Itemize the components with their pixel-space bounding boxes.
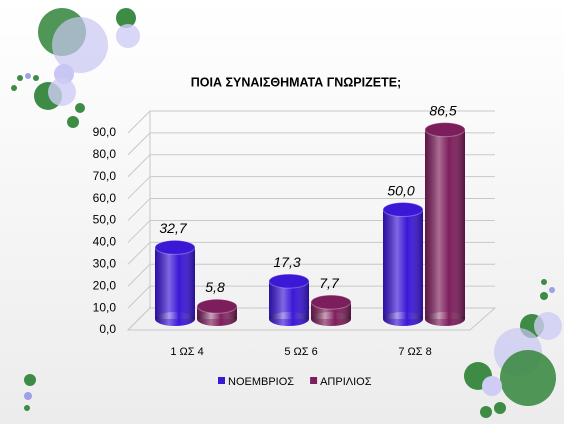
bar-bottom-shade xyxy=(425,312,465,326)
legend-label: ΑΠΡΙΛΙΟΣ xyxy=(320,376,372,388)
bar-top xyxy=(197,299,237,313)
y-tick-label: 30,0 xyxy=(93,257,117,271)
bar-bottom-shade xyxy=(383,312,423,326)
y-tick-label: 50,0 xyxy=(93,213,117,227)
bar xyxy=(311,295,351,326)
y-tick-label: 40,0 xyxy=(93,235,117,249)
value-label: 50,0 xyxy=(387,182,414,198)
chart-title: ΠΟΙΑ ΣΥΝΑΙΣΘΗΜΑΤΑ ΓΝΩΡΙΖΕΤΕ; xyxy=(191,75,401,89)
bar-bottom-shade xyxy=(311,312,351,326)
value-label: 86,5 xyxy=(429,102,456,118)
value-label: 5,8 xyxy=(205,279,225,295)
bar xyxy=(269,274,309,326)
bar-shade xyxy=(383,210,423,319)
legend-swatch xyxy=(218,377,225,384)
y-tick-label: 20,0 xyxy=(93,278,117,292)
chart: ΠΟΙΑ ΣΥΝΑΙΣΘΗΜΑΤΑ ΓΝΩΡΙΖΕΤΕ; 0,0 10,0 20,0… xyxy=(0,0,564,424)
legend-swatch xyxy=(310,377,317,384)
bar-shade xyxy=(155,247,195,319)
y-tick-label: 0,0 xyxy=(99,322,116,336)
x-tick-label: 5 ΩΣ 6 xyxy=(284,346,317,358)
bar-bottom-shade xyxy=(155,312,195,326)
value-label: 17,3 xyxy=(273,254,300,270)
bar-bottom-shade xyxy=(269,312,309,326)
bar-top xyxy=(383,203,423,217)
y-tick-label: 60,0 xyxy=(93,191,117,205)
x-tick-label: 7 ΩΣ 8 xyxy=(398,346,431,358)
bar-top xyxy=(269,274,309,288)
bar xyxy=(383,203,423,326)
bar-top xyxy=(155,240,195,254)
value-label: 32,7 xyxy=(159,220,187,236)
bar xyxy=(425,123,465,326)
bar-top xyxy=(425,123,465,137)
bar-top xyxy=(311,295,351,309)
legend-label: ΝΟΕΜΒΡΙΟΣ xyxy=(228,376,294,388)
bar-shade xyxy=(425,130,465,319)
bar-bottom-shade xyxy=(197,312,237,326)
y-tick-label: 10,0 xyxy=(93,300,117,314)
y-tick-label: 80,0 xyxy=(93,147,117,161)
value-label: 7,7 xyxy=(319,275,340,291)
bar xyxy=(155,240,195,326)
x-tick-label: 1 ΩΣ 4 xyxy=(170,346,203,358)
bar xyxy=(197,299,237,326)
y-tick-label: 90,0 xyxy=(93,125,117,139)
y-tick-label: 70,0 xyxy=(93,169,117,183)
